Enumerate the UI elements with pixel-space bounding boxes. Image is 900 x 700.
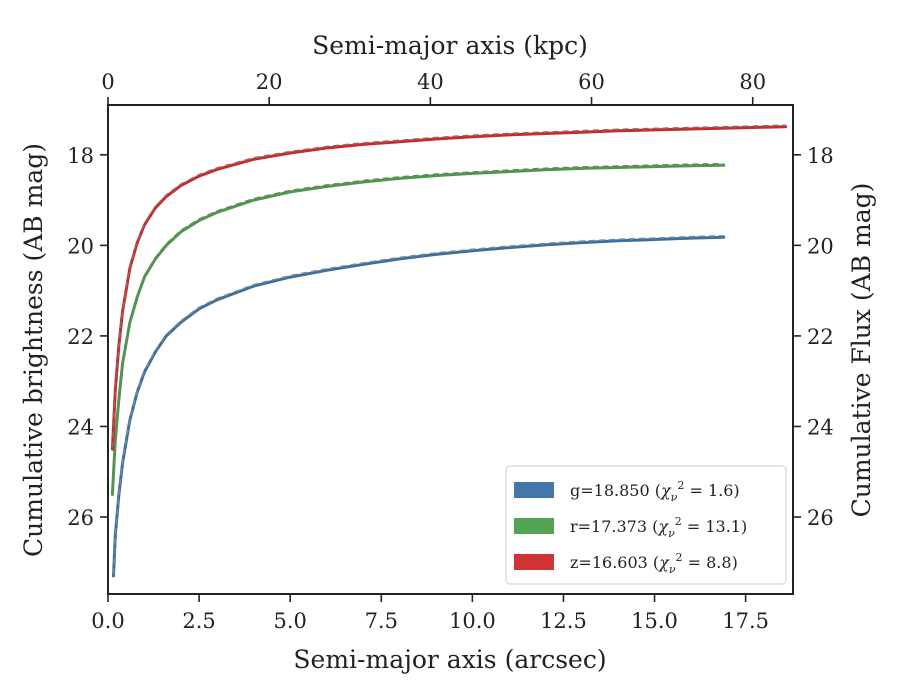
y-left-tick-label: 20 xyxy=(67,234,94,258)
legend-swatch-r xyxy=(514,518,554,534)
y-right-tick-label: 24 xyxy=(807,415,834,439)
x-bottom-tick-label: 0.0 xyxy=(91,609,124,633)
legend-label-r: r=17.373 (χν2 = 13.1) xyxy=(570,515,747,540)
x-top-tick-label: 20 xyxy=(256,70,283,94)
legend-box xyxy=(505,465,787,585)
ticks-group: 0.0 2.5 5.0 7.5 10.0 12.5 15.0 17.5 0 20 40 60 80 18 2… xyxy=(67,70,833,633)
y-left-tick-label: 26 xyxy=(67,506,94,530)
y-left-tick-label: 22 xyxy=(67,325,94,349)
y-left-tick-label: 24 xyxy=(67,415,94,439)
series-group xyxy=(110,124,788,578)
x-bottom-tick-label: 15.0 xyxy=(631,609,678,633)
x-axis-title-top: Semi-major axis (kpc) xyxy=(312,31,588,60)
axes-frame xyxy=(107,104,794,595)
fit-line-z xyxy=(111,124,786,448)
x-bottom-tick-label: 12.5 xyxy=(540,609,587,633)
x-top-tick-label: 40 xyxy=(417,70,444,94)
y-axis-title-right: Cumulative Flux (AB mag) xyxy=(847,183,876,518)
x-bottom-tick-label: 17.5 xyxy=(722,609,769,633)
x-bottom-tick-label: 5.0 xyxy=(273,609,306,633)
legend-label-g: g=18.850 (χν2 = 1.6) xyxy=(570,479,740,504)
x-bottom-tick-label: 10.0 xyxy=(449,609,496,633)
y-right-tick-label: 22 xyxy=(807,325,834,349)
x-top-tick-label: 60 xyxy=(578,70,605,94)
fit-line-g xyxy=(112,234,724,575)
x-bottom-tick-label: 2.5 xyxy=(182,609,215,633)
x-top-tick-label: 0 xyxy=(101,70,114,94)
series-line-r xyxy=(110,163,726,496)
x-axis-title-bottom: Semi-major axis (arcsec) xyxy=(293,645,606,674)
y-right-tick-label: 20 xyxy=(807,234,834,258)
y-axis-title-left: Cumulative brightness (AB mag) xyxy=(19,143,48,557)
x-top-tick-label: 80 xyxy=(739,70,766,94)
legend: g=18.850 (χν2 = 1.6) r=17.373 (χν2 = 13.1… xyxy=(505,465,787,585)
legend-label-z: z=16.603 (χν2 = 8.8) xyxy=(570,551,738,576)
fit-line-r xyxy=(111,162,724,493)
legend-swatch-z xyxy=(514,554,554,570)
y-right-tick-label: 18 xyxy=(807,144,834,168)
legend-swatch-g xyxy=(514,482,554,498)
x-bottom-tick-label: 7.5 xyxy=(365,609,398,633)
y-left-tick-label: 18 xyxy=(67,144,94,168)
y-right-tick-label: 26 xyxy=(807,506,834,530)
